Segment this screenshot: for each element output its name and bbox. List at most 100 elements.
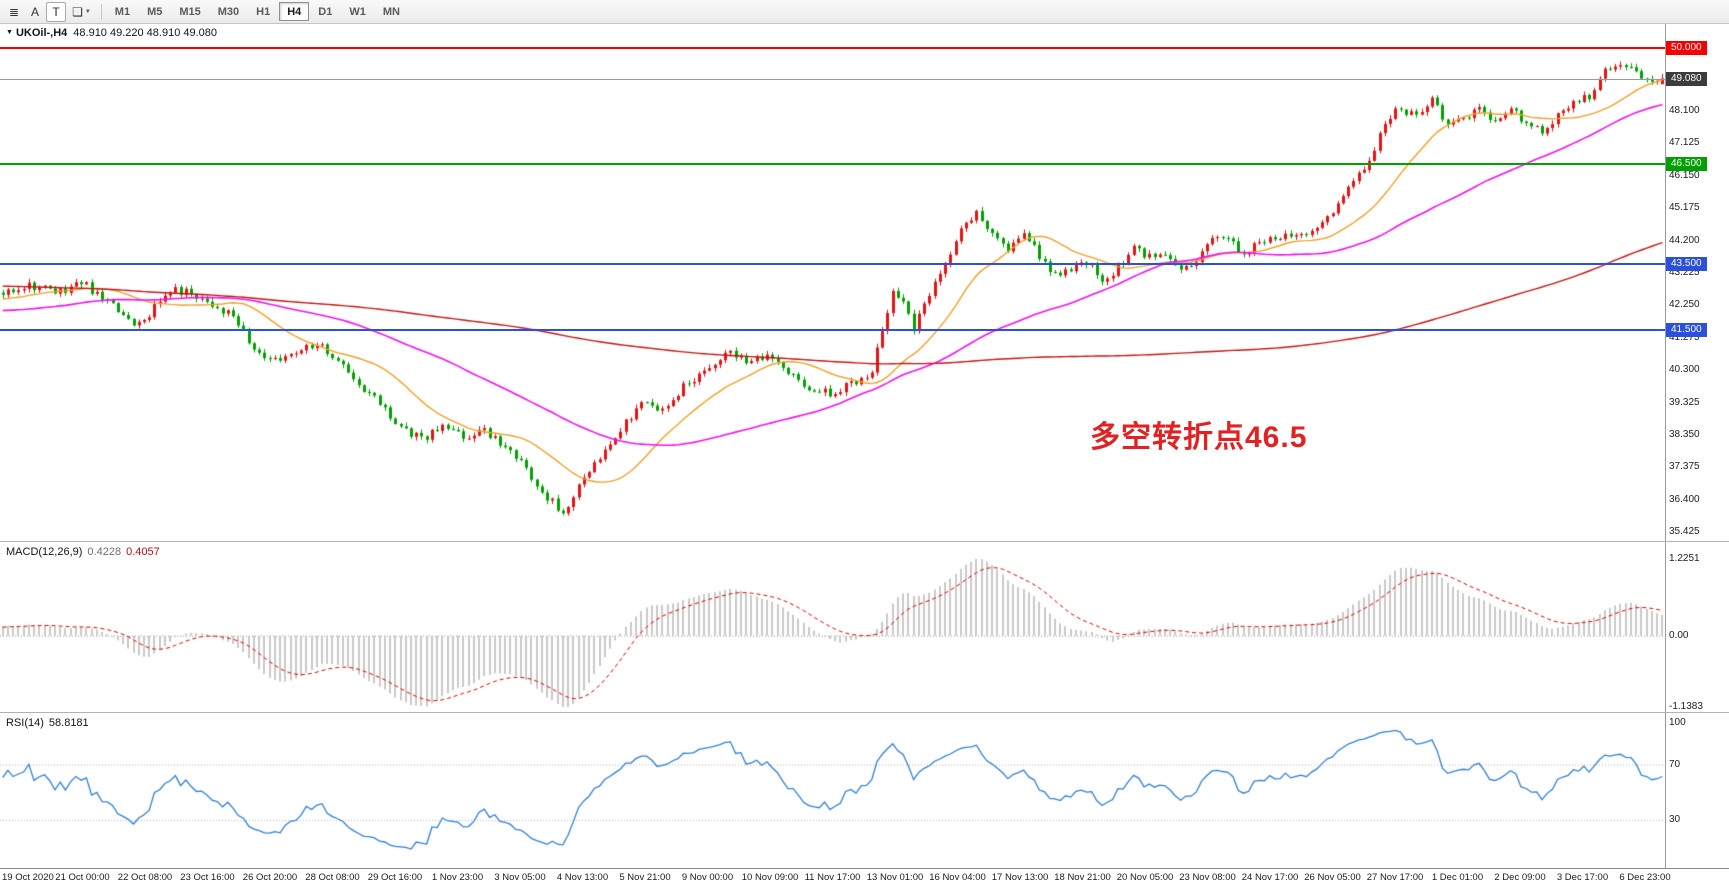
- time-axis-label: 22 Oct 08:00: [117, 872, 173, 883]
- macd-header: MACD(12,26,9) 0.4228 0.4057: [6, 546, 160, 558]
- time-axis-label: 23 Nov 08:00: [1179, 872, 1236, 883]
- collapse-triangle-icon[interactable]: ▼: [6, 29, 13, 36]
- rsi-value: 58.8181: [48, 717, 89, 729]
- time-axis-label: 28 Oct 08:00: [305, 872, 360, 883]
- timeframe-w1-button[interactable]: W1: [341, 2, 374, 21]
- macd-tick-label: -1.1383: [1669, 700, 1703, 712]
- timeframe-label: MN: [382, 5, 400, 18]
- chevron-down-icon: ▼: [84, 8, 91, 15]
- timeframe-label: M5: [147, 5, 163, 18]
- rsi-tick-label: 70: [1669, 758, 1681, 770]
- time-axis-label: 27 Nov 17:00: [1366, 872, 1424, 883]
- rsi-tick-label: 100: [1669, 717, 1686, 728]
- chart-properties-button[interactable]: ≣ ▼: [4, 2, 24, 22]
- timeframe-m5-button[interactable]: M5: [139, 2, 170, 21]
- macd-value-signal: 0.4057: [126, 546, 160, 558]
- price-tick-label: 47.125: [1669, 137, 1700, 149]
- time-axis-label: 17 Nov 13:00: [991, 872, 1049, 883]
- time-axis-label: 9 Nov 00:00: [681, 872, 734, 883]
- time-axis-label: 18 Nov 21:00: [1054, 872, 1111, 883]
- price-level-label: 46.500: [1666, 157, 1707, 172]
- macd-tick-label: 0.00: [1669, 629, 1689, 641]
- current-price-line: [0, 79, 1665, 80]
- price-level-line[interactable]: [0, 47, 1665, 49]
- rsi-title: RSI(14): [6, 717, 44, 729]
- timeframe-m1-button[interactable]: M1: [107, 2, 138, 21]
- timeframe-m15-button[interactable]: M15: [171, 2, 208, 21]
- timeframe-label: M30: [217, 5, 240, 18]
- text-label-tool-button[interactable]: A ▼: [25, 2, 45, 22]
- timeframe-mn-button[interactable]: MN: [375, 2, 408, 21]
- time-axis-label: 20 Nov 05:00: [1116, 872, 1174, 883]
- time-axis-label: 1 Dec 01:00: [1431, 872, 1484, 883]
- price-tick-label: 46.150: [1669, 169, 1700, 181]
- price-level-label: 50.000: [1666, 41, 1707, 55]
- timeframe-d1-button[interactable]: D1: [310, 2, 340, 21]
- price-tick-label: 35.425: [1669, 526, 1700, 538]
- price-level-line[interactable]: [0, 329, 1665, 332]
- time-axis-label: 21 Oct 00:00: [55, 872, 110, 883]
- time-axis-label: 4 Nov 13:00: [556, 872, 609, 883]
- time-axis-label: 3 Nov 05:00: [494, 872, 546, 883]
- toolbar-tools-group: ≣ ▼ A ▼ T ▼ ❏ ▼: [4, 1, 96, 22]
- timeframe-h4-button[interactable]: H4: [279, 2, 310, 21]
- text-label-tool-icon: A: [31, 4, 40, 19]
- time-axis-label: 19 Oct 2020: [2, 872, 54, 883]
- timeframe-label: M15: [179, 5, 201, 18]
- toolbar: ≣ ▼ A ▼ T ▼ ❏ ▼: [0, 0, 1729, 24]
- price-tick-label: 43.225: [1669, 266, 1700, 278]
- time-axis-label: 13 Nov 01:00: [866, 872, 924, 883]
- pivot-annotation-text[interactable]: 多空转折点46.5: [1090, 421, 1308, 454]
- time-axis-label: 16 Nov 04:00: [929, 872, 986, 883]
- price-level-label: 43.500: [1666, 256, 1707, 271]
- price-tick-label: 42.250: [1669, 299, 1700, 311]
- pane-separator-rsi[interactable]: [0, 712, 1729, 713]
- time-axis-label: 2 Dec 09:00: [1494, 872, 1546, 883]
- price-tick-label: 39.325: [1669, 396, 1700, 408]
- time-axis-label: 6 Dec 23:00: [1619, 872, 1671, 883]
- time-axis-label: 29 Oct 16:00: [367, 872, 423, 883]
- timeframe-label: H4: [287, 5, 302, 18]
- price-tick-label: 48.100: [1669, 105, 1700, 117]
- time-axis-label: 26 Nov 05:00: [1304, 872, 1361, 883]
- current-price-label: 49.080: [1666, 71, 1707, 86]
- price-tick-label: 36.400: [1669, 493, 1700, 505]
- time-axis-label: 23 Oct 16:00: [180, 872, 235, 883]
- time-axis-line: [0, 868, 1729, 869]
- price-tick-label: 38.350: [1669, 428, 1700, 440]
- time-axis-label: 3 Dec 17:00: [1556, 872, 1609, 883]
- toolbar-separator: [100, 3, 102, 20]
- time-axis-label: 1 Nov 23:00: [431, 872, 484, 883]
- timeframe-m30-button[interactable]: M30: [210, 2, 247, 21]
- rsi-tick-label: 30: [1669, 814, 1681, 826]
- macd-tick-label: 1.2251: [1669, 552, 1700, 564]
- price-scale-border: [1665, 24, 1666, 868]
- symbol-header: ▼ UKOil-,H4 48.910 49.220 48.910 49.080: [6, 27, 217, 39]
- objects-list-icon: ❏: [72, 4, 83, 19]
- price-level-label: 41.500: [1666, 323, 1707, 338]
- timeframe-h1-button[interactable]: H1: [248, 2, 278, 21]
- time-axis-label: 10 Nov 09:00: [741, 872, 799, 883]
- template-tool-button[interactable]: T ▼: [46, 1, 67, 22]
- price-tick-label: 40.300: [1669, 364, 1700, 376]
- price-level-line[interactable]: [0, 262, 1665, 265]
- price-scale[interactable]: [1665, 24, 1729, 868]
- timeframe-label: M1: [114, 5, 131, 18]
- time-axis-label: 24 Nov 17:00: [1241, 872, 1299, 883]
- rsi-header: RSI(14) 58.8181: [6, 717, 89, 729]
- symbol-name: UKOil-,H4: [15, 27, 68, 39]
- timeframe-label: W1: [349, 5, 366, 18]
- price-level-line[interactable]: [0, 163, 1665, 166]
- timeframe-label: H1: [256, 5, 271, 18]
- timeframe-group: M1 M5 M15 M30 H1 H4: [107, 2, 408, 21]
- timeframe-label: D1: [318, 5, 333, 18]
- chart-properties-icon: ≣: [9, 4, 20, 19]
- pane-separator-macd[interactable]: [0, 541, 1729, 542]
- time-axis-label: 26 Oct 20:00: [242, 872, 298, 883]
- macd-value-main: 0.4228: [87, 546, 122, 558]
- macd-title: MACD(12,26,9): [6, 546, 83, 558]
- price-tick-label: 44.200: [1669, 234, 1700, 246]
- objects-list-button[interactable]: ❏ ▼: [67, 2, 96, 22]
